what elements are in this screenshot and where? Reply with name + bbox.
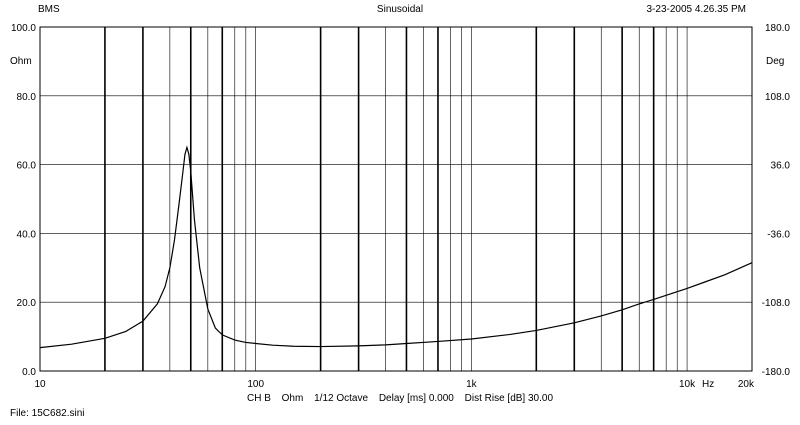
x-tick-label: 20k <box>738 379 755 390</box>
delay-label: Delay [ms] 0.000 <box>378 393 454 404</box>
y2-axis-tick-labels: -180.0 -108.0 -36.0 36.0 108.0 180.0 <box>762 23 791 378</box>
y2-tick-label: 108.0 <box>765 92 790 103</box>
unit-label: Ohm <box>281 393 304 404</box>
plot-frame <box>39 26 753 372</box>
timestamp-label: 3-23-2005 4.26.35 PM <box>646 4 746 15</box>
y2-tick-label: 180.0 <box>765 23 790 34</box>
x-axis-tick-labels: 10 100 1k 10k 20k <box>34 379 755 390</box>
x-tick-label: 10 <box>34 379 46 390</box>
x-tick-label: 10k <box>679 379 696 390</box>
chart-title: Sinusoidal <box>376 4 424 15</box>
minor-gridlines <box>169 27 688 371</box>
impedance-curve <box>39 145 753 349</box>
channel-label: CH B <box>246 393 271 404</box>
y-axis-unit-label: Ohm <box>10 56 32 67</box>
y-tick-label: 20.0 <box>17 298 37 309</box>
y2-tick-label: -108.0 <box>762 298 791 309</box>
x-tick-label: 100 <box>247 379 264 390</box>
dist-rise-label: Dist Rise [dB] 30.00 <box>464 393 554 404</box>
y-tick-label: 60.0 <box>17 161 37 172</box>
x-tick-label: 1k <box>466 379 478 390</box>
y2-tick-label: -36.0 <box>767 229 790 240</box>
y2-tick-label: 36.0 <box>771 161 791 172</box>
x-axis-unit-label: Hz <box>702 379 714 390</box>
major-gridlines <box>104 27 655 371</box>
file-name-label: File: 15C682.sini <box>10 408 85 419</box>
octave-label: 1/12 Octave <box>314 393 369 404</box>
horizontal-gridlines <box>40 95 752 303</box>
brand-label: BMS <box>38 4 60 15</box>
y-tick-label: 80.0 <box>17 92 37 103</box>
y-tick-label: 100.0 <box>11 23 36 34</box>
y2-axis-unit-label: Deg <box>766 56 784 67</box>
y2-tick-label: -180.0 <box>762 367 791 378</box>
y-tick-label: 40.0 <box>17 229 37 240</box>
measurement-settings: CH B Ohm 1/12 Octave Delay [ms] 0.000 Di… <box>0 393 800 404</box>
y-tick-label: 0.0 <box>22 367 36 378</box>
y-axis-tick-labels: 0.0 20.0 40.0 60.0 80.0 100.0 <box>11 23 36 378</box>
